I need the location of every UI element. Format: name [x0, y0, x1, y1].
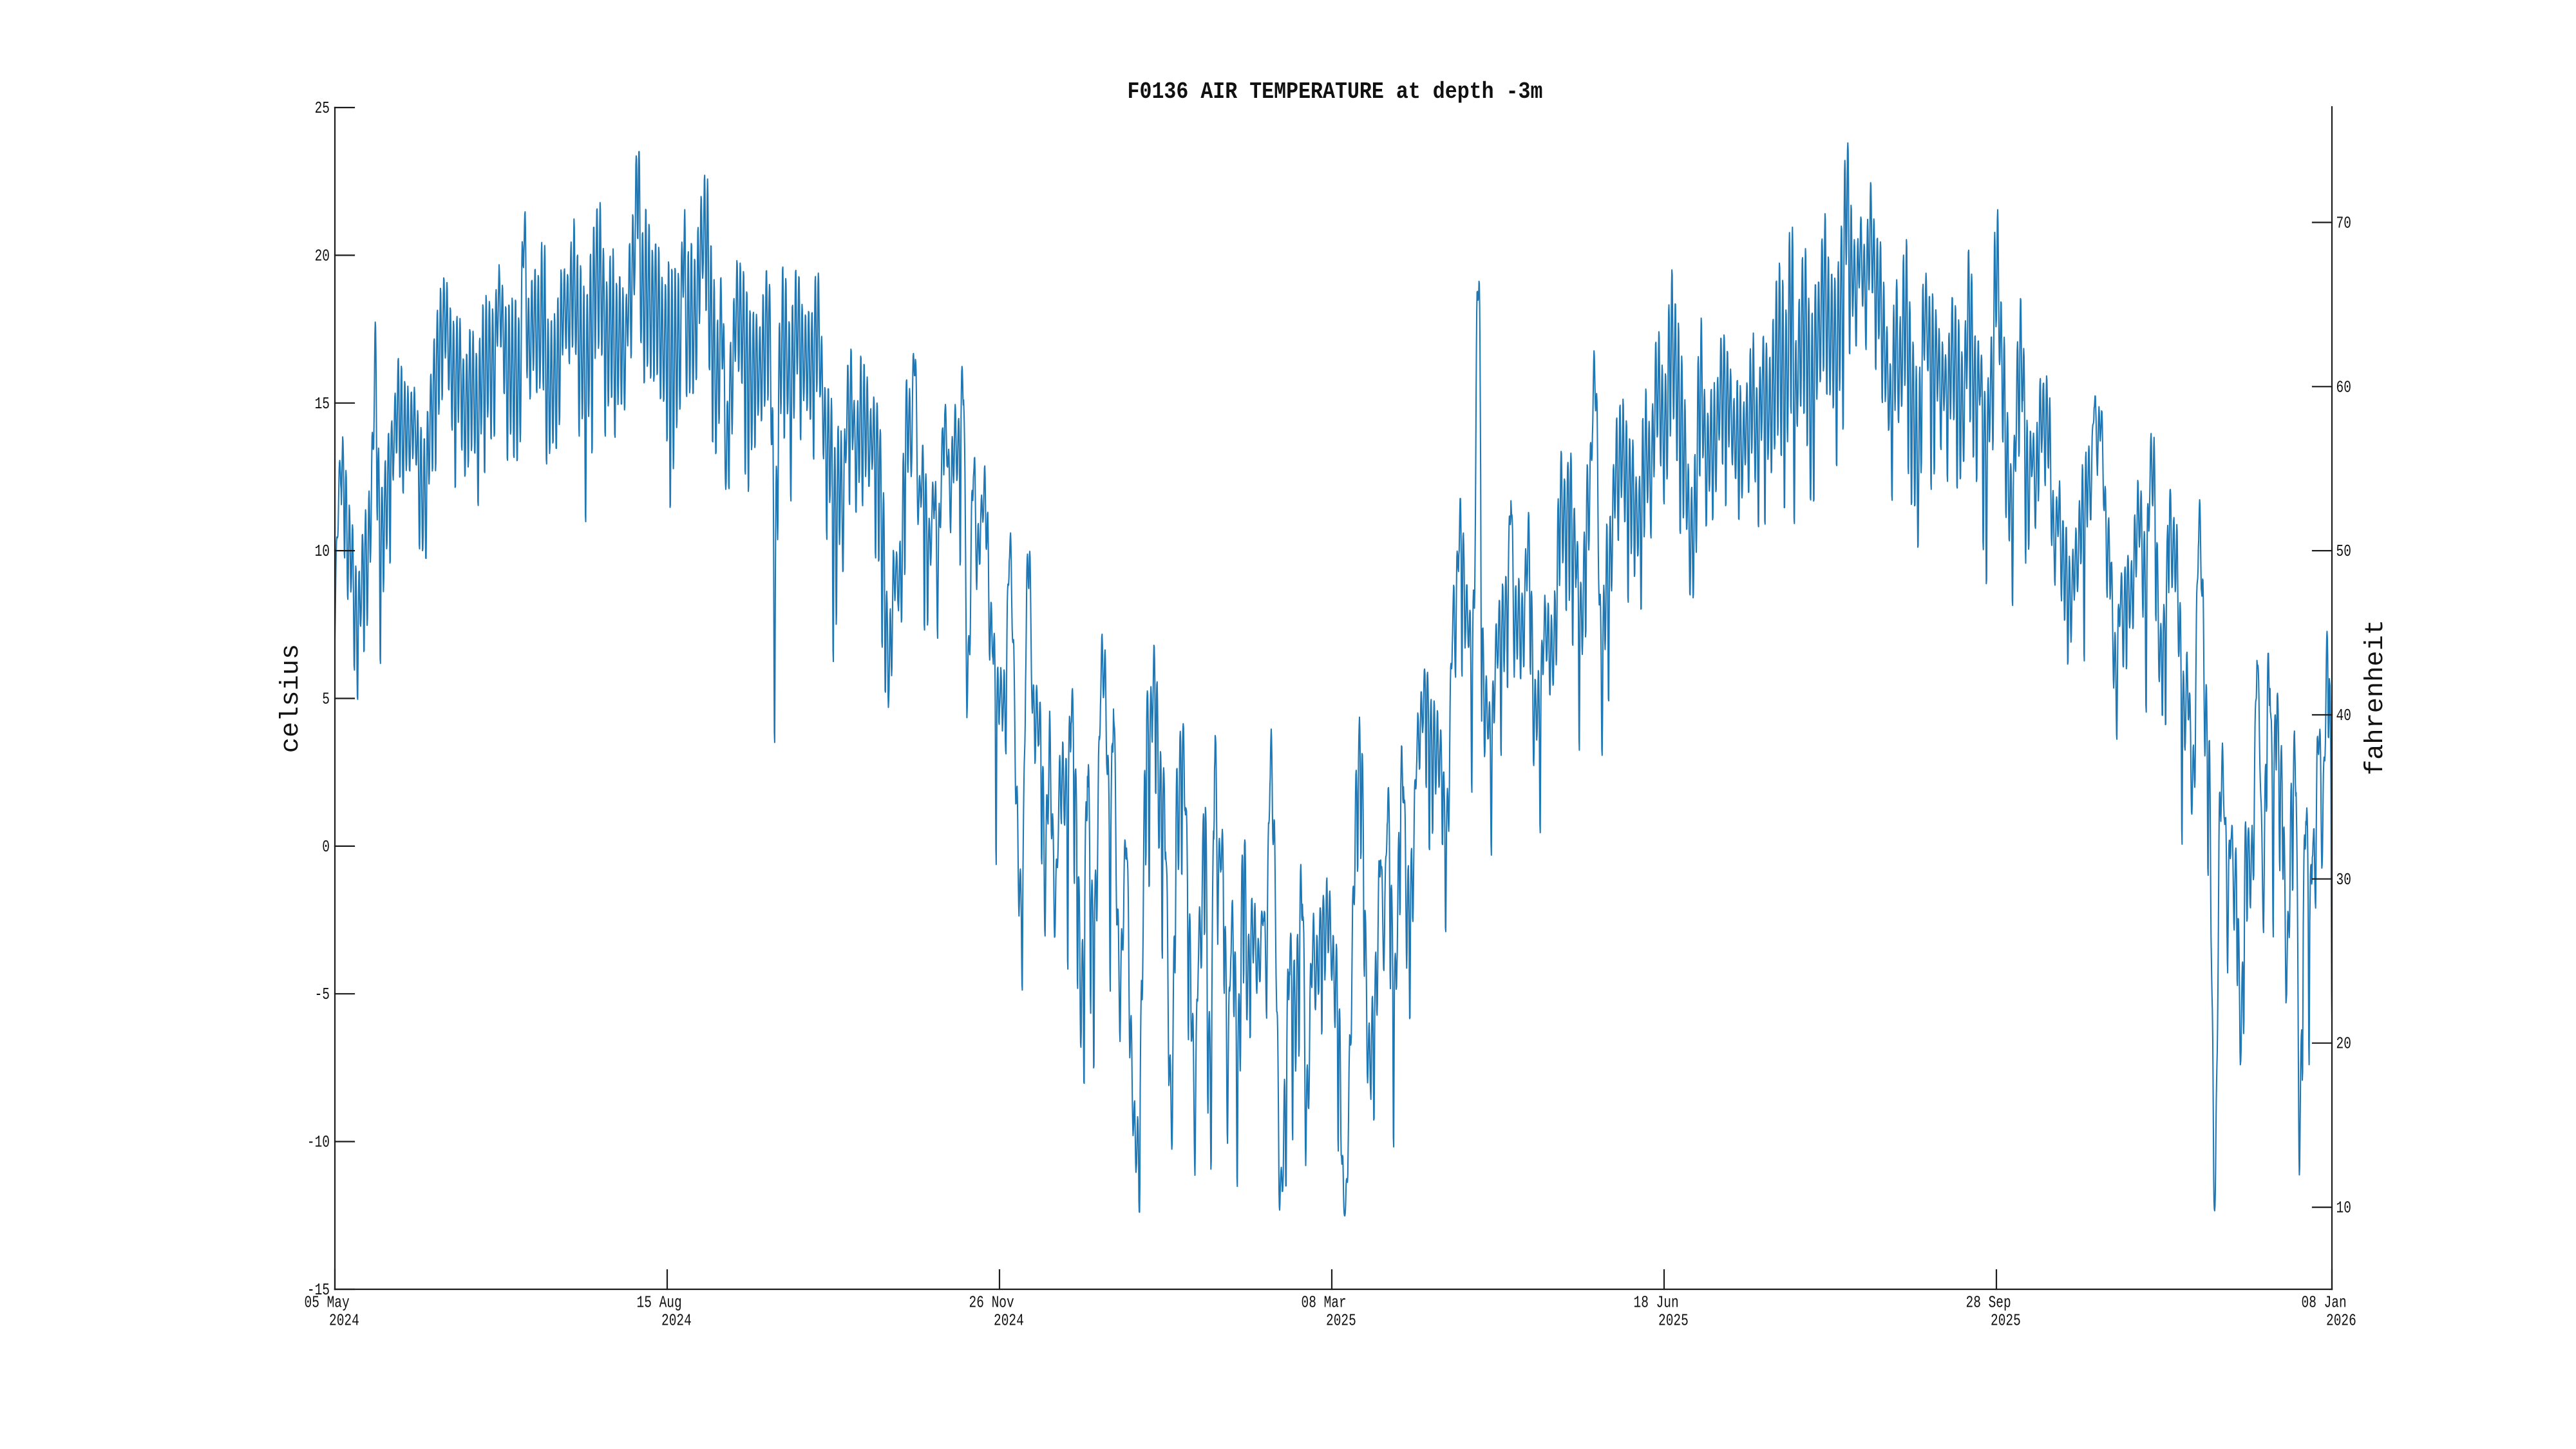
svg-text:celsius: celsius [277, 644, 306, 753]
svg-text:2024: 2024 [994, 1311, 1024, 1331]
svg-text:2025: 2025 [1658, 1311, 1689, 1331]
svg-text:18 Jun: 18 Jun [1634, 1293, 1679, 1312]
svg-text:5: 5 [322, 690, 330, 709]
svg-text:20: 20 [315, 246, 330, 265]
svg-text:2024: 2024 [661, 1311, 692, 1331]
svg-text:15 Aug: 15 Aug [637, 1293, 682, 1312]
svg-text:-15: -15 [307, 1280, 330, 1300]
svg-text:0: 0 [322, 837, 330, 857]
svg-text:fahrenheit: fahrenheit [2362, 620, 2391, 775]
svg-text:26 Nov: 26 Nov [969, 1293, 1014, 1312]
svg-text:50: 50 [2336, 542, 2351, 561]
svg-text:05 May: 05 May [305, 1293, 350, 1312]
svg-text:30: 30 [2336, 870, 2351, 889]
svg-text:15: 15 [315, 394, 330, 413]
svg-text:2025: 2025 [1326, 1311, 1356, 1331]
svg-text:60: 60 [2336, 377, 2351, 397]
svg-text:08 Mar: 08 Mar [1302, 1293, 1347, 1312]
svg-text:10: 10 [315, 542, 330, 561]
svg-text:10: 10 [2336, 1198, 2351, 1218]
svg-text:F0136 AIR TEMPERATURE at depth: F0136 AIR TEMPERATURE at depth -3m [1128, 79, 1543, 105]
svg-text:40: 40 [2336, 706, 2351, 725]
svg-text:08 Jan: 08 Jan [2302, 1293, 2347, 1312]
svg-text:2024: 2024 [329, 1311, 359, 1331]
svg-text:25: 25 [315, 99, 330, 118]
svg-text:2025: 2025 [1991, 1311, 2021, 1331]
svg-text:70: 70 [2336, 213, 2351, 232]
svg-text:-10: -10 [307, 1133, 330, 1152]
svg-text:20: 20 [2336, 1034, 2351, 1054]
svg-text:28 Sep: 28 Sep [1966, 1293, 2011, 1312]
svg-text:2026: 2026 [2326, 1311, 2356, 1331]
svg-text:-5: -5 [315, 985, 330, 1004]
